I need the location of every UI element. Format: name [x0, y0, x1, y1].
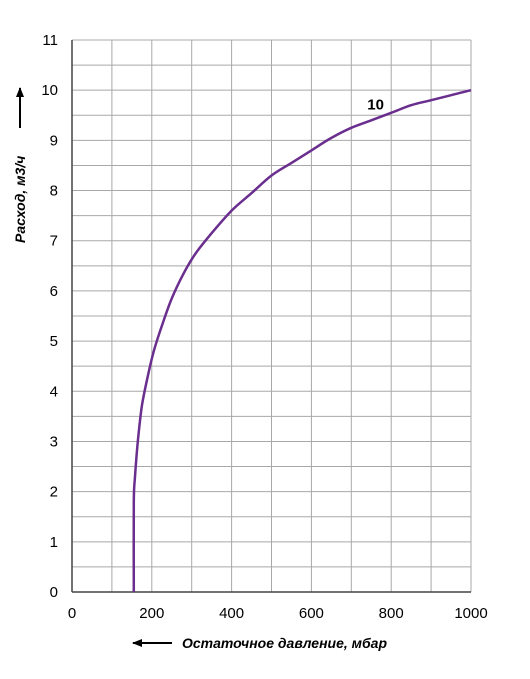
- x-tick-label: 200: [139, 605, 164, 622]
- x-tick-label: 600: [299, 605, 324, 622]
- x-tick-label: 400: [219, 605, 244, 622]
- series-label: 10: [367, 96, 384, 113]
- y-tick-label: 8: [50, 183, 58, 200]
- y-tick-label: 10: [41, 82, 58, 99]
- y-tick-label: 0: [50, 584, 58, 601]
- chart-series: 10: [132, 88, 472, 593]
- y-axis-title: Расход, м3/ч: [12, 156, 28, 243]
- y-tick-label: 2: [50, 484, 58, 501]
- x-tick-label: 0: [68, 605, 76, 622]
- y-tick-label: 9: [50, 132, 58, 149]
- y-tick-label: 4: [50, 383, 58, 400]
- x-tick-label: 800: [379, 605, 404, 622]
- y-tick-labels: 0 1 2 3 4 5 6 7 8 9 10 11: [41, 32, 58, 601]
- y-tick-label: 1: [50, 534, 58, 551]
- y-tick-label: 7: [50, 233, 58, 250]
- y-axis-title-group: Расход, м3/ч: [12, 87, 28, 243]
- y-tick-label: 6: [50, 283, 58, 300]
- chart-axes: [71, 40, 471, 593]
- x-axis-title-group: Остаточное давление, мбар: [132, 635, 387, 651]
- series-line: [132, 88, 472, 593]
- x-tick-labels: 0 200 400 600 800 1000: [68, 605, 488, 622]
- chart-grid: [71, 39, 472, 593]
- y-tick-label: 11: [42, 32, 58, 49]
- y-tick-label: 5: [50, 333, 58, 350]
- x-tick-label: 1000: [454, 605, 487, 622]
- y-tick-label: 3: [50, 433, 58, 450]
- x-axis-title: Остаточное давление, мбар: [182, 635, 387, 651]
